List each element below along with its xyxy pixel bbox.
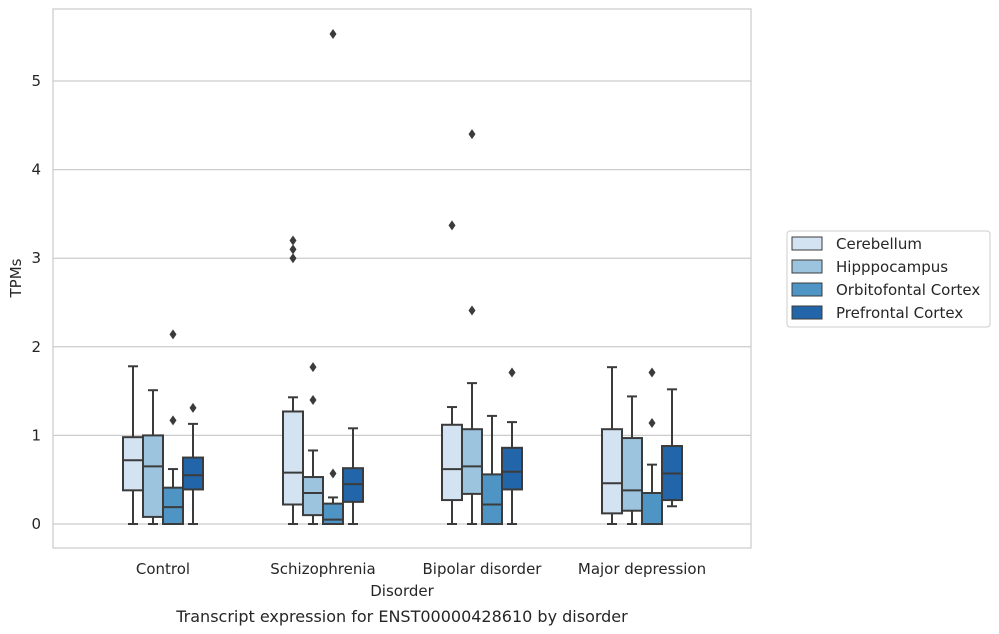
- legend-item: Hipppocampus: [791, 258, 948, 276]
- box: [322, 29, 344, 526]
- y-tick-label: 4: [31, 161, 41, 179]
- box-body: [282, 410, 304, 506]
- x-tick-label: Bipolar disorder: [423, 560, 543, 578]
- box: [122, 365, 144, 525]
- outlier-point: [508, 367, 516, 378]
- y-tick-label: 1: [31, 426, 41, 444]
- box: [481, 414, 503, 526]
- box: [621, 395, 643, 525]
- outlier-point: [189, 402, 197, 413]
- legend-items: Cerebellum Hipppocampus Orbitofontal Corte…: [791, 235, 980, 322]
- outlier-point: [648, 417, 656, 428]
- box: [601, 366, 623, 525]
- box: [182, 402, 204, 525]
- box-body: [501, 446, 523, 491]
- legend-label: Orbitofontal Cortex: [836, 281, 980, 299]
- box: [142, 389, 164, 525]
- outlier-point: [329, 468, 337, 479]
- box: [461, 129, 483, 525]
- legend-swatch: [791, 236, 823, 251]
- outlier-point: [468, 305, 476, 316]
- x-tick-label: Schizophrenia: [270, 560, 375, 578]
- outlier-point: [648, 367, 656, 378]
- series-hipppocampus: [142, 129, 643, 525]
- outlier-point: [329, 29, 337, 40]
- box-body: [621, 437, 643, 512]
- legend-label: Hipppocampus: [836, 258, 948, 276]
- legend-item: Prefrontal Cortex: [791, 304, 963, 322]
- legend-frame: [786, 230, 991, 328]
- box: [501, 367, 523, 525]
- box-body: [441, 423, 463, 502]
- plot-frame: [52, 8, 752, 549]
- box: [162, 329, 184, 526]
- box-body: [461, 428, 483, 495]
- outlier-point: [169, 329, 177, 340]
- legend-label: Cerebellum: [836, 235, 922, 253]
- outlier-point: [309, 362, 317, 373]
- x-tick-label: Control: [136, 560, 190, 578]
- x-axis-label: Disorder: [370, 582, 434, 600]
- legend-item: Orbitofontal Cortex: [791, 281, 980, 299]
- outlier-point: [289, 253, 297, 264]
- x-tick-labels: Control Schizophrenia Bipolar disorder Majo…: [136, 560, 706, 578]
- box-body: [481, 473, 503, 526]
- legend: Cerebellum Hipppocampus Orbitofontal Corte…: [786, 230, 991, 328]
- box-body: [641, 491, 663, 525]
- x-tick-label: Major depression: [578, 560, 706, 578]
- legend-swatch: [791, 259, 823, 274]
- box-body: [162, 486, 184, 526]
- legend-item: Cerebellum: [791, 235, 922, 253]
- outlier-point: [169, 415, 177, 426]
- box: [441, 220, 463, 525]
- y-tick-label: 3: [31, 249, 41, 267]
- box-body: [122, 436, 144, 492]
- box-series: [122, 29, 683, 526]
- outlier-point: [448, 220, 456, 231]
- legend-swatch: [791, 282, 823, 297]
- y-tick-label: 5: [31, 72, 41, 90]
- box-body: [182, 456, 204, 491]
- outlier-point: [309, 394, 317, 405]
- box: [342, 427, 364, 525]
- box: [302, 362, 324, 525]
- outlier-point: [289, 235, 297, 246]
- series-prefrontal-cortex: [182, 367, 683, 525]
- box-body: [601, 428, 623, 515]
- y-axis-label: TPMs: [7, 258, 25, 298]
- box: [282, 235, 304, 525]
- legend-label: Prefrontal Cortex: [836, 304, 963, 322]
- y-tick-labels: 0 1 2 3 4 5: [31, 72, 41, 533]
- y-tick-label: 0: [31, 515, 41, 533]
- box: [641, 367, 663, 525]
- box-body: [142, 434, 164, 518]
- legend-swatch: [791, 305, 823, 320]
- chart-caption: Transcript expression for ENST0000042861…: [175, 607, 628, 626]
- outlier-point: [468, 129, 476, 140]
- box: [661, 388, 683, 508]
- series-orbitofontal-cortex: [162, 29, 663, 526]
- box-body: [322, 502, 344, 526]
- box-body: [302, 476, 324, 517]
- outlier-point: [289, 244, 297, 255]
- y-tick-label: 2: [31, 338, 41, 356]
